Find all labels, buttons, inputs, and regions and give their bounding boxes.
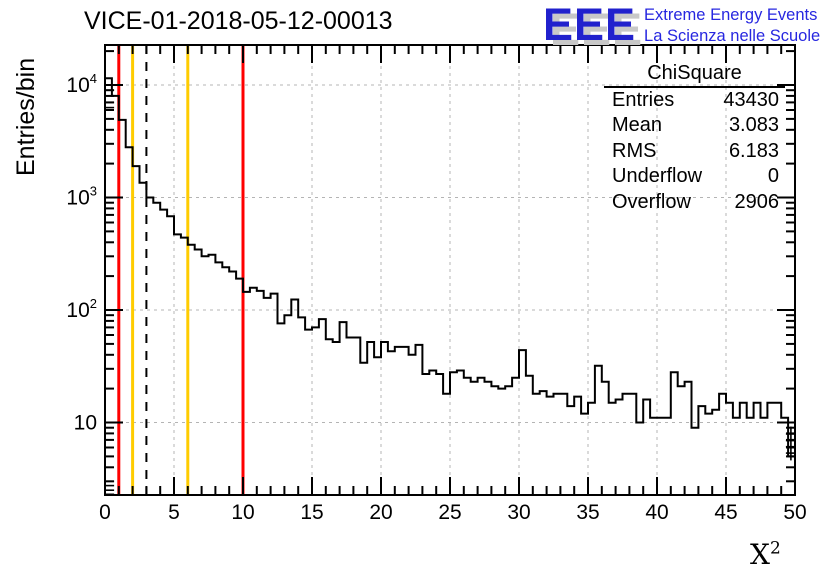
svg-text:10: 10: [231, 501, 254, 524]
stats-value: 6.183: [728, 139, 779, 162]
svg-text:10: 10: [74, 412, 97, 435]
y-axis-title: Entries/bin: [12, 57, 40, 176]
eee-logo-acronym: EEE: [543, 0, 637, 50]
stats-label: RMS: [612, 139, 657, 162]
eee-logo: EEE Extreme Energy Events La Scienza nel…: [543, 2, 835, 54]
svg-text:102: 102: [66, 296, 97, 322]
stats-value: 2906: [734, 190, 780, 213]
axes: [104, 44, 796, 496]
svg-text:103: 103: [66, 184, 97, 210]
svg-text:45: 45: [714, 501, 737, 524]
x-axis-title: X2: [750, 538, 781, 571]
x-axis-title-base: X: [750, 538, 770, 571]
stats-box: ChiSquare Entries 43430 Mean 3.083 RMS 6…: [604, 62, 785, 215]
eee-logo-line2: La Scienza nelle Scuole: [644, 27, 821, 45]
svg-text:15: 15: [300, 501, 323, 524]
histogram-line: [104, 77, 795, 495]
stats-value: 43430: [723, 89, 779, 111]
svg-text:35: 35: [576, 501, 599, 524]
eee-logo-text: Extreme Energy Events La Scienza nelle S…: [644, 5, 820, 47]
x-axis-title-exponent: 2: [769, 538, 781, 559]
stats-row-overflow: Overflow 2906: [604, 190, 785, 215]
svg-text:20: 20: [369, 501, 392, 524]
stats-label: Overflow: [612, 190, 691, 213]
stats-label: Mean: [612, 114, 663, 137]
stats-label: Underflow: [612, 165, 703, 188]
grid-lines: [105, 45, 795, 495]
stats-box-title: ChiSquare: [604, 62, 785, 88]
svg-text:40: 40: [645, 501, 668, 524]
stats-row-mean: Mean 3.083: [604, 113, 785, 138]
marker-lines: [117, 45, 245, 495]
y-tick-labels: 10 102 103 104: [66, 71, 97, 435]
svg-text:0: 0: [99, 501, 111, 524]
stats-row-entries: Entries 43430: [604, 88, 785, 113]
svg-text:104: 104: [66, 71, 97, 97]
stats-label: Entries: [612, 89, 675, 111]
svg-text:50: 50: [783, 501, 806, 524]
svg-text:30: 30: [507, 501, 530, 524]
eee-logo-line1: Extreme Energy Events: [644, 6, 818, 24]
svg-text:5: 5: [168, 501, 180, 524]
stats-value: 3.083: [728, 114, 779, 137]
chart-title: VICE-01-2018-05-12-00013: [84, 7, 393, 35]
stats-row-rms: RMS 6.183: [604, 139, 785, 164]
x-tick-labels: 0 5 10 15 20 25 30 35 40 45 50: [99, 501, 807, 524]
stats-value: 0: [767, 165, 779, 188]
stats-row-underflow: Underflow 0: [604, 164, 785, 189]
svg-text:25: 25: [438, 501, 461, 524]
